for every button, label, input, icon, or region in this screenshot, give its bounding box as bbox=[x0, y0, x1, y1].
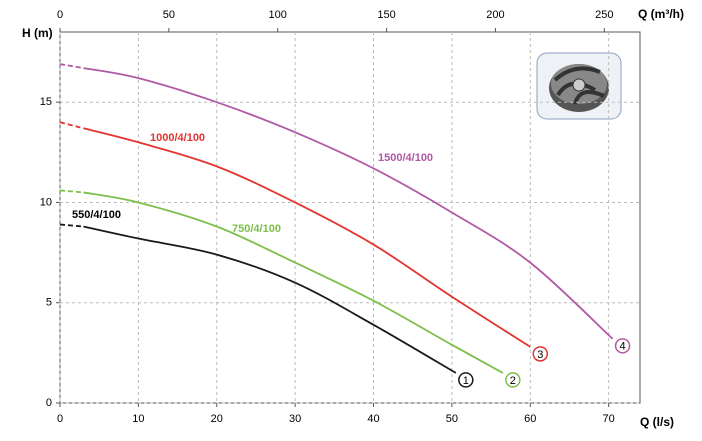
curve bbox=[83, 191, 504, 374]
x-tick-label: 10 bbox=[132, 413, 144, 425]
curve-number: 2 bbox=[510, 375, 516, 387]
x2-axis-label: Q (m³/h) bbox=[638, 7, 684, 21]
series-label: 750/4/100 bbox=[232, 223, 281, 235]
y-tick-label: 5 bbox=[46, 297, 52, 309]
x-tick-label: 20 bbox=[211, 413, 223, 425]
x-tick-label: 30 bbox=[289, 413, 301, 425]
y-tick-label: 10 bbox=[40, 196, 52, 208]
y-tick-label: 15 bbox=[40, 96, 52, 108]
x-axis-label: Q (l/s) bbox=[640, 415, 674, 429]
curve-number: 3 bbox=[537, 349, 543, 361]
x2-tick-label: 50 bbox=[163, 9, 175, 21]
curve-end-marker bbox=[458, 372, 474, 388]
x2-tick-label: 200 bbox=[486, 9, 504, 21]
series-label: 550/4/100 bbox=[72, 209, 121, 221]
curve-dashed-start bbox=[59, 121, 84, 130]
x2-tick-label: 0 bbox=[57, 9, 63, 21]
curve-end-marker bbox=[532, 346, 549, 362]
curve-end-marker bbox=[505, 372, 521, 388]
series-label: 1500/4/100 bbox=[378, 152, 433, 164]
x-tick-label: 70 bbox=[603, 413, 615, 425]
curve bbox=[83, 67, 614, 340]
x2-tick-label: 250 bbox=[595, 9, 613, 21]
x-tick-label: 40 bbox=[367, 413, 379, 425]
x2-tick-label: 100 bbox=[269, 9, 287, 21]
series-label: 1000/4/100 bbox=[150, 132, 205, 144]
curve bbox=[83, 225, 457, 374]
curve-number: 4 bbox=[620, 341, 626, 353]
x-tick-label: 60 bbox=[524, 413, 536, 425]
curve-end-marker bbox=[614, 338, 631, 354]
curve-dashed-start bbox=[59, 63, 84, 69]
x-tick-label: 0 bbox=[57, 413, 63, 425]
x-tick-label: 50 bbox=[446, 413, 458, 425]
x2-tick-label: 150 bbox=[377, 9, 395, 21]
curve bbox=[83, 127, 531, 348]
curve-number: 1 bbox=[463, 375, 469, 387]
y-axis-label: H (m) bbox=[22, 26, 53, 40]
y-tick-label: 0 bbox=[46, 397, 52, 409]
curve-dashed-start bbox=[59, 223, 84, 228]
curve-dashed-start bbox=[59, 189, 84, 194]
